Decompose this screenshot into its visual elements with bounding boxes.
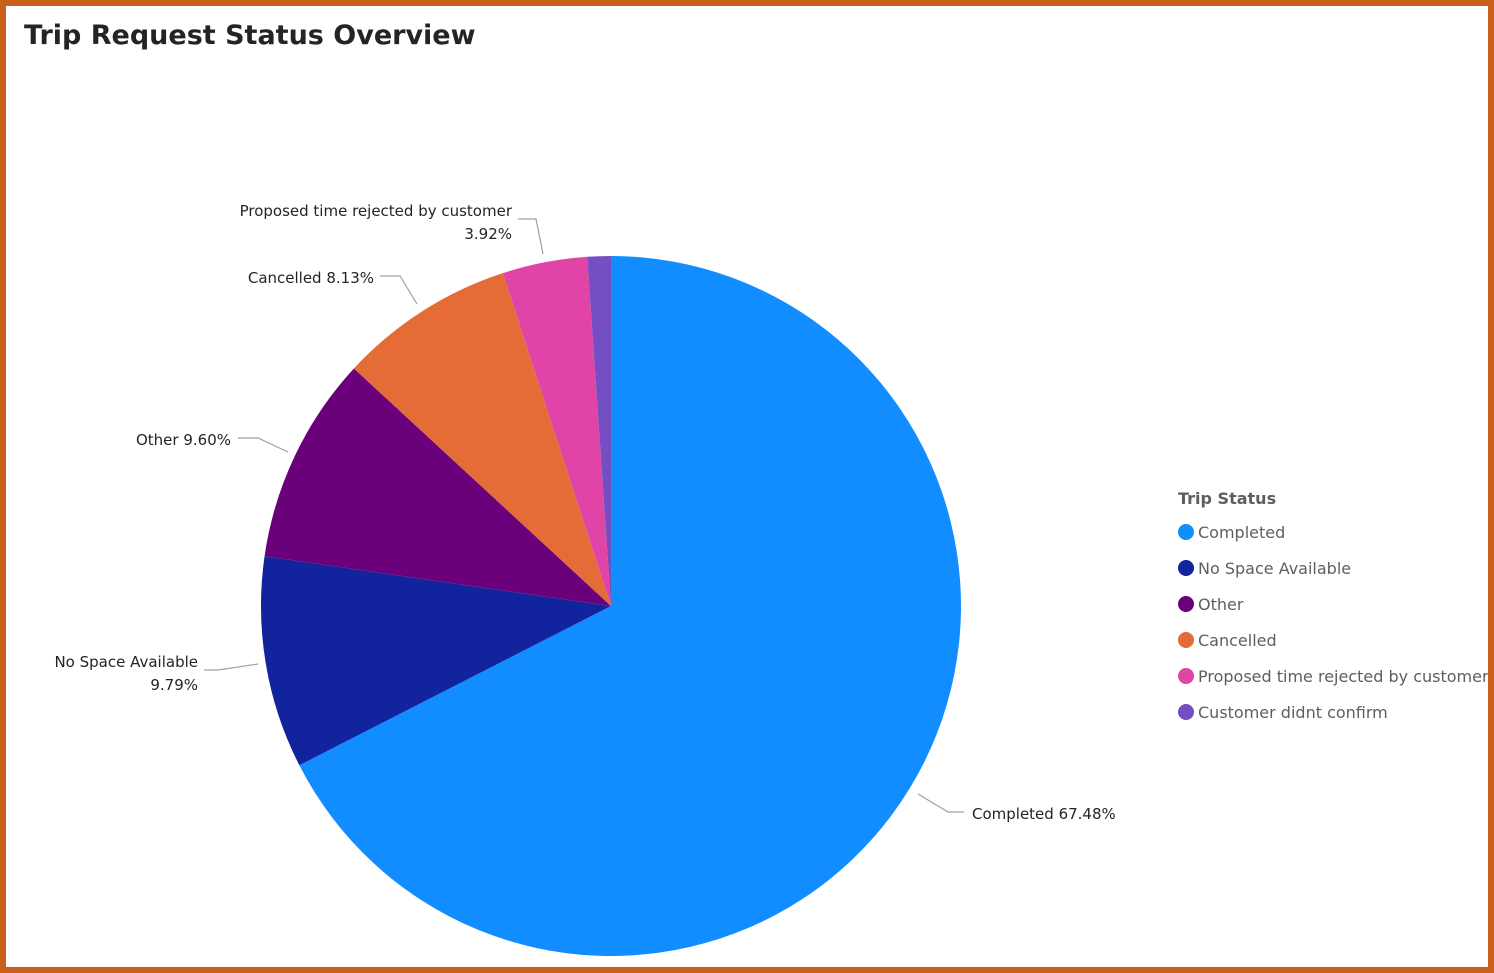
legend-item-customer-didnt-confirm[interactable]: Customer didnt confirm	[1178, 694, 1489, 730]
legend-item-cancelled[interactable]: Cancelled	[1178, 622, 1489, 658]
leader-lines	[204, 218, 964, 813]
pie-slice-completed[interactable]	[299, 256, 962, 957]
data-label-completed: Completed 67.48%	[972, 805, 1116, 823]
legend-title: Trip Status	[1178, 489, 1277, 508]
pie-slice-cancelled[interactable]	[353, 273, 611, 606]
legend-label: Proposed time rejected by customer	[1198, 666, 1489, 686]
legend-item-no-space-available[interactable]: No Space Available	[1178, 550, 1489, 586]
legend-label: Completed	[1198, 522, 1286, 542]
data-label-proposed-time-rejected-by-customer-value: 3.92%	[464, 225, 512, 243]
legend-swatch-icon	[1178, 632, 1194, 648]
legend-label: No Space Available	[1198, 558, 1352, 578]
pie-slice-proposed-time-rejected-by-customer[interactable]	[502, 256, 611, 606]
legend-swatch-icon	[1178, 704, 1194, 720]
legend-label: Customer didnt confirm	[1198, 702, 1388, 722]
pie-slice-no-space-available[interactable]	[260, 556, 611, 766]
legend-swatch-icon	[1178, 668, 1194, 684]
legend-swatch-icon	[1178, 560, 1194, 576]
pie-slice-other[interactable]	[264, 368, 611, 607]
leader-line-proposed-time-rejected-by-customer	[518, 218, 544, 255]
data-labels: Completed 67.48% No Space Available 9.79% O…	[54, 202, 1115, 823]
leader-line-other	[238, 437, 289, 453]
data-label-other: Other 9.60%	[136, 431, 231, 449]
legend-items: Completed No Space Available Other Cancelle…	[1178, 514, 1489, 730]
legend-swatch-icon	[1178, 524, 1194, 540]
legend-swatch-icon	[1178, 596, 1194, 612]
data-label-no-space-available-value: 9.79%	[150, 676, 198, 694]
chart-title: Trip Request Status Overview	[24, 20, 476, 51]
legend: Trip Status Completed No Space Available O…	[1178, 489, 1489, 730]
pie-slice-customer-didnt-confirm[interactable]	[587, 256, 611, 606]
data-label-no-space-available-name: No Space Available	[54, 653, 198, 671]
legend-item-other[interactable]: Other	[1178, 586, 1489, 622]
data-label-cancelled: Cancelled 8.13%	[248, 269, 374, 287]
leader-line-completed	[917, 793, 964, 813]
leader-line-no-space-available	[204, 663, 259, 671]
legend-item-completed[interactable]: Completed	[1178, 514, 1489, 550]
legend-label: Other	[1198, 594, 1244, 614]
pie-slices	[260, 256, 962, 957]
leader-line-cancelled	[380, 275, 418, 305]
legend-label: Cancelled	[1198, 630, 1277, 650]
legend-item-proposed-time-rejected-by-customer[interactable]: Proposed time rejected by customer	[1178, 658, 1489, 694]
data-label-proposed-time-rejected-by-customer-name: Proposed time rejected by customer	[240, 202, 513, 220]
